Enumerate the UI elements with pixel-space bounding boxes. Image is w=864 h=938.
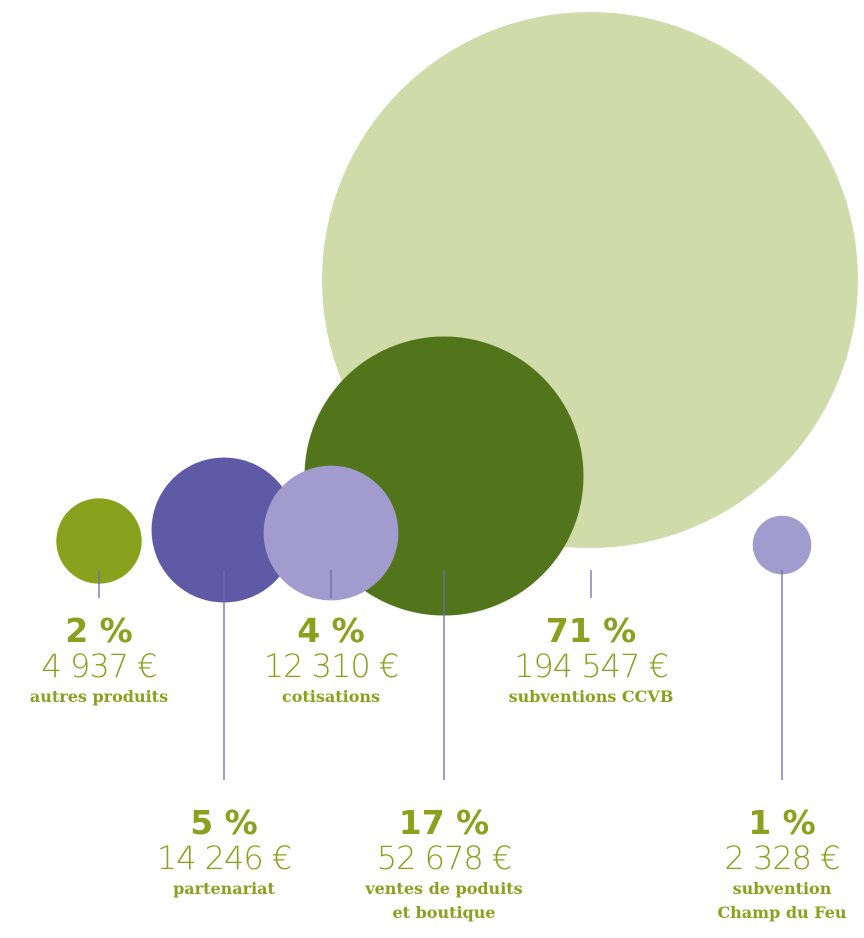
- category-label: partenariat: [114, 877, 334, 901]
- percent-label: 17 %: [398, 803, 490, 842]
- amount-label: 12 310 €: [263, 647, 400, 685]
- percent-label: 4 %: [297, 611, 365, 650]
- amount-label: 52 678 €: [376, 839, 513, 877]
- amount-label: 4 937 €: [41, 647, 157, 685]
- category-label-line: autres produits: [29, 687, 169, 706]
- label-partenariat: 5 % 14 246 € partenariat: [114, 805, 334, 901]
- category-label: subventions CCVB: [481, 685, 701, 709]
- bubble-champ: [752, 515, 812, 575]
- category-label-line: subventions CCVB: [508, 687, 674, 706]
- label-cotisations: 4 % 12 310 € cotisations: [221, 613, 441, 709]
- category-label-line: partenariat: [173, 879, 275, 898]
- bubble-autres: [56, 498, 142, 584]
- bubble-partenariat: [151, 457, 297, 603]
- category-label-line: et boutique: [392, 903, 496, 922]
- category-label: autres produits: [0, 685, 209, 709]
- amount-label: 194 547 €: [514, 647, 669, 685]
- label-ccvb: 71 % 194 547 € subventions CCVB: [481, 613, 701, 709]
- category-label: subvention Champ du Feu: [692, 877, 864, 925]
- category-label-line: subvention: [732, 879, 832, 898]
- category-label-line: cotisations: [281, 687, 381, 706]
- amount-label: 2 328 €: [724, 839, 840, 877]
- category-label-line: ventes de poduits: [365, 879, 523, 898]
- category-label-line: Champ du Feu: [717, 903, 847, 922]
- category-label: ventes de poduits et boutique: [334, 877, 554, 925]
- percent-label: 71 %: [545, 611, 637, 650]
- label-ventes: 17 % 52 678 € ventes de poduits et boutique: [334, 805, 554, 925]
- label-champ: 1 % 2 328 € subvention Champ du Feu: [692, 805, 864, 925]
- percent-label: 5 %: [190, 803, 258, 842]
- percent-label: 1 %: [748, 803, 816, 842]
- percent-label: 2 %: [65, 611, 133, 650]
- bubble-cotisations: [263, 465, 399, 601]
- label-autres: 2 % 4 937 € autres produits: [0, 613, 209, 709]
- category-label: cotisations: [221, 685, 441, 709]
- amount-label: 14 246 €: [156, 839, 293, 877]
